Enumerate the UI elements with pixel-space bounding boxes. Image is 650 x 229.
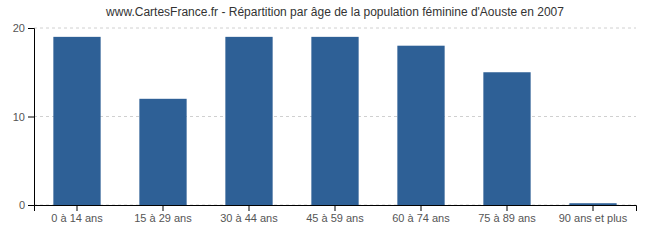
y-tick-mark (28, 205, 34, 206)
x-tick: 60 à 74 ans (392, 205, 450, 224)
y-tick-label: 10 (13, 111, 25, 123)
bar (225, 37, 272, 205)
x-tick-label: 45 à 59 ans (306, 212, 364, 224)
y-axis-line (28, 29, 35, 206)
x-tick-mark (249, 205, 250, 211)
x-tick-mark (335, 205, 336, 211)
bar (139, 99, 186, 205)
y-tick: 20 (13, 22, 34, 34)
grid (34, 28, 636, 205)
bar (397, 46, 444, 205)
x-tick-mark (421, 205, 422, 211)
y-tick: 0 (19, 199, 34, 211)
x-tick-label: 60 à 74 ans (392, 212, 450, 224)
x-tick-label: 15 à 29 ans (134, 212, 192, 224)
grid-line (34, 28, 636, 29)
x-tick: 75 à 89 ans (478, 205, 536, 224)
x-tick: 30 à 44 ans (220, 205, 278, 224)
x-tick: 15 à 29 ans (134, 205, 192, 224)
x-tick-mark (163, 205, 164, 211)
chart: 0 à 14 ans 15 à 29 ans 30 à 44 ans 45 à 59 … (0, 0, 650, 229)
x-tick: 45 à 59 ans (306, 205, 364, 224)
y-tick-label: 0 (19, 199, 25, 211)
bar (483, 72, 530, 205)
y-tick: 10 (13, 111, 34, 123)
x-tick-mark (507, 205, 508, 211)
x-tick-label: 90 ans et plus (559, 212, 628, 224)
y-tick-label: 20 (13, 22, 25, 34)
x-tick-label: 0 à 14 ans (51, 212, 103, 224)
y-axis: 0 10 20 (13, 22, 35, 211)
plot-area: 0 à 14 ans 15 à 29 ans 30 à 44 ans 45 à 59 … (13, 22, 637, 224)
x-tick-mark (593, 205, 594, 211)
title: www.CartesFrance.fr - Répartition par âg… (105, 5, 564, 19)
bar (53, 37, 100, 205)
y-tick-mark (28, 28, 34, 29)
bar (569, 203, 616, 205)
x-tick-label: 30 à 44 ans (220, 212, 278, 224)
x-tick-mark (77, 205, 78, 211)
x-axis-line (35, 206, 637, 212)
bars (53, 37, 616, 205)
x-tick: 90 ans et plus (559, 205, 628, 224)
x-tick: 0 à 14 ans (51, 205, 103, 224)
y-tick-mark (28, 117, 34, 118)
x-tick-label: 75 à 89 ans (478, 212, 536, 224)
x-axis: 0 à 14 ans 15 à 29 ans 30 à 44 ans 45 à 59 … (35, 205, 637, 224)
bar (311, 37, 358, 205)
